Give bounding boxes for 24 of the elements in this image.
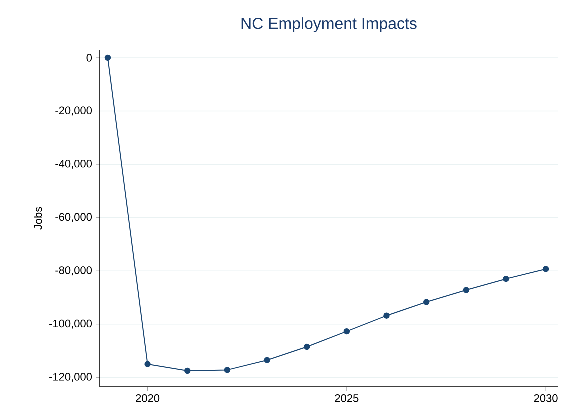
y-axis-title: Jobs [34,207,42,230]
point [304,344,310,350]
y-tick-label: -100,000 [50,320,92,329]
point [224,367,231,374]
y-tick-label: -60,000 [56,213,92,222]
point [423,299,430,306]
point [104,54,112,62]
x-tick-label: 2030 [534,394,558,402]
point [542,266,550,272]
point [384,312,390,319]
point [344,328,350,335]
y-tick-label: -120,000 [50,373,92,382]
chart-title: NC Employment Impacts [242,18,417,32]
y-tick-label: -20,000 [56,106,92,116]
y-tick-label: -40,000 [56,160,92,170]
point [264,357,270,364]
x-tick-label: 2025 [335,394,359,402]
x-tick-label: 2020 [136,394,160,402]
point [503,276,510,282]
point [184,368,191,374]
y-tick-label: 0 [86,54,92,62]
y-tick-label: -80,000 [56,266,92,276]
point [144,361,151,368]
point [463,287,470,294]
